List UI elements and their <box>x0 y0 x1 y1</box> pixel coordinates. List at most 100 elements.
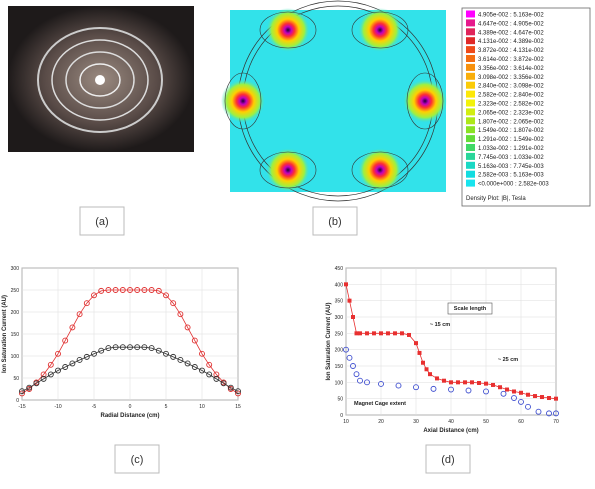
legend-swatch <box>466 170 475 178</box>
x-tick-label: 10 <box>343 419 349 425</box>
legend-swatch <box>466 126 475 134</box>
data-point <box>512 389 516 394</box>
y-tick-label: 150 <box>11 332 20 338</box>
legend-swatch <box>466 179 475 187</box>
y-tick-label: 100 <box>335 380 344 386</box>
legend-swatch <box>466 37 475 45</box>
data-point <box>463 380 467 385</box>
data-point <box>525 403 531 410</box>
data-point <box>421 360 425 365</box>
data-point <box>413 384 419 391</box>
data-point <box>491 382 495 387</box>
data-point <box>484 381 488 386</box>
legend-swatch <box>466 90 475 98</box>
y-tick-label: 150 <box>335 364 344 370</box>
data-point <box>141 287 148 293</box>
data-point <box>83 353 90 360</box>
data-point <box>386 331 390 336</box>
data-point <box>554 396 558 401</box>
data-point <box>177 311 184 318</box>
data-point <box>344 282 348 287</box>
legend-swatch <box>466 46 475 54</box>
series-line <box>21 346 239 392</box>
data-point <box>428 372 432 377</box>
x-tick-label: 0 <box>129 404 132 410</box>
data-point <box>105 345 112 352</box>
annotation-box <box>447 302 493 315</box>
data-point <box>346 354 353 361</box>
legend-swatch <box>466 117 475 125</box>
data-point <box>535 408 542 415</box>
x-tick-label: -5 <box>92 404 97 410</box>
legend-swatch <box>466 10 475 18</box>
data-point <box>199 350 205 357</box>
legend-label: 2.582e-003 : 5.163e-003 <box>478 173 544 179</box>
x-tick-label: 40 <box>448 419 454 425</box>
legend-label: 2.065e-002 : 2.323e-002 <box>478 110 544 116</box>
legend-swatch <box>466 28 475 36</box>
data-point <box>364 379 370 386</box>
x-tick-label: -15 <box>18 404 25 410</box>
data-point <box>155 287 162 294</box>
data-point <box>465 387 472 394</box>
y-tick-label: 250 <box>335 331 344 337</box>
legend-swatch <box>466 152 475 160</box>
data-point <box>26 384 33 391</box>
data-point <box>127 344 133 351</box>
caption: (d) <box>441 454 454 466</box>
legend-label: 1.291e-002 : 1.549e-002 <box>478 137 544 143</box>
data-point <box>393 331 397 336</box>
data-point <box>414 341 418 346</box>
data-point <box>91 350 97 357</box>
y-tick-label: 300 <box>11 266 20 272</box>
x-tick-label: -10 <box>54 404 61 410</box>
data-point <box>184 324 191 331</box>
data-point <box>449 380 453 385</box>
data-point <box>69 324 76 331</box>
data-point <box>163 350 169 357</box>
data-point <box>430 385 437 392</box>
data-point <box>206 361 213 368</box>
caption: (a) <box>95 216 108 228</box>
data-point <box>540 395 544 400</box>
data-point <box>477 380 481 385</box>
field-legend <box>461 7 591 207</box>
legend-label: 3.356e-002 : 3.614e-002 <box>478 66 544 72</box>
data-point <box>206 371 213 378</box>
data-point <box>163 292 169 299</box>
y-tick-label: 100 <box>11 354 20 360</box>
data-point <box>19 388 25 395</box>
legend-swatch <box>466 63 475 71</box>
x-tick-label: 5 <box>165 404 168 410</box>
x-tick-label: 30 <box>413 419 419 425</box>
y-tick-label: 450 <box>335 266 344 272</box>
caption-boxes <box>79 206 471 474</box>
legend-label: 1.033e-002 : 1.291e-002 <box>478 146 544 152</box>
data-point <box>442 378 446 383</box>
legend-label: 1.807e-002 : 2.065e-002 <box>478 119 544 125</box>
field-panel <box>221 0 447 202</box>
data-point <box>191 337 198 344</box>
data-point <box>119 287 126 293</box>
y-axis-label: Ion Saturation Current (AU) <box>2 295 8 373</box>
data-point <box>553 410 559 417</box>
data-point <box>498 385 502 390</box>
data-point <box>424 367 429 372</box>
annotation: Magnet Cage extent <box>354 401 406 407</box>
x-tick-label: 20 <box>378 419 384 425</box>
data-point <box>62 337 69 344</box>
data-point <box>500 390 507 397</box>
data-point <box>98 287 105 294</box>
data-point <box>112 344 119 351</box>
y-tick-label: 400 <box>335 282 344 288</box>
x-tick-label: 70 <box>553 419 559 425</box>
photo-panel <box>8 6 194 152</box>
data-point <box>526 392 530 397</box>
x-tick-label: 15 <box>235 404 241 410</box>
data-point <box>199 367 205 374</box>
data-point <box>40 371 47 378</box>
legend-swatch <box>466 99 475 107</box>
data-point <box>134 344 141 351</box>
data-point <box>134 287 141 293</box>
